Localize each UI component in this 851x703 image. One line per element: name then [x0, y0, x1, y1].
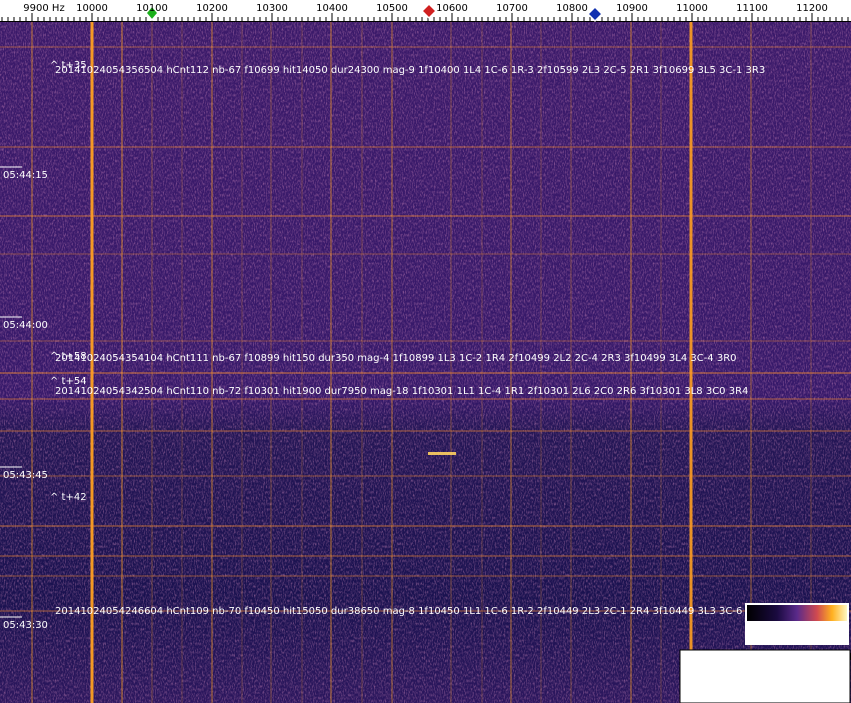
frequency-label: 11200 [796, 3, 828, 14]
streak [630, 22, 632, 703]
band [0, 575, 851, 577]
offset-mark: ^ t+54 [50, 376, 87, 387]
band [0, 340, 851, 342]
band [0, 610, 851, 612]
frequency-label: 10900 [616, 3, 648, 14]
streak [540, 22, 542, 703]
frequency-label: 10500 [376, 3, 408, 14]
band [0, 146, 851, 148]
time-label: 05:44:15 [3, 170, 48, 181]
offset-mark: ^ t+42 [50, 492, 87, 503]
frequency-label: 10600 [436, 3, 468, 14]
streak [181, 22, 183, 703]
blue-marker [586, 5, 604, 23]
detection-line: 20141024054246604 hCnt109 nb-70 f10450 h… [55, 606, 765, 617]
frequency-label: 10800 [556, 3, 588, 14]
band [0, 215, 851, 217]
frequency-label: 10400 [316, 3, 348, 14]
streak [121, 22, 123, 703]
streak [450, 22, 452, 703]
streak [510, 22, 512, 703]
echo [428, 452, 456, 455]
streak [31, 22, 33, 703]
band [0, 525, 851, 527]
band [0, 253, 851, 255]
streak [570, 22, 572, 703]
streak [481, 22, 483, 703]
frequency-label: 10100 [136, 3, 168, 14]
band [0, 430, 851, 432]
streak [689, 22, 693, 703]
info-box [679, 649, 851, 703]
frequency-label: 9900 Hz [23, 3, 64, 14]
frequency-label: 11000 [676, 3, 708, 14]
streak [211, 22, 213, 703]
green-marker [145, 4, 159, 22]
detection-line: 20141024054342504 hCnt110 nb-72 f10301 h… [55, 386, 748, 397]
detection-line: 20141024054356504 hCnt112 nb-67 f10699 h… [55, 65, 765, 76]
markers [145, 2, 604, 23]
red-marker [420, 2, 438, 20]
color-scale-bar [747, 605, 847, 621]
streak [750, 22, 752, 703]
time-label: 05:43:30 [3, 620, 48, 631]
band [0, 555, 851, 557]
streak [90, 22, 94, 703]
time-label: 05:44:00 [3, 320, 48, 331]
streak [301, 22, 303, 703]
streak [660, 22, 662, 703]
band [0, 475, 851, 477]
band [0, 46, 851, 48]
frequency-label: 10000 [76, 3, 108, 14]
streak [361, 22, 363, 703]
waterfall-noise [0, 22, 851, 703]
band [0, 372, 851, 374]
streak [241, 22, 243, 703]
streak [810, 22, 812, 703]
frequency-label: 10200 [196, 3, 228, 14]
streaks [0, 22, 851, 703]
frequency-label: 10300 [256, 3, 288, 14]
streak [270, 22, 272, 703]
streak [151, 22, 153, 703]
frequency-ticks [1, 13, 849, 21]
band [0, 398, 851, 400]
streak [391, 22, 393, 703]
time-label: 05:43:45 [3, 470, 48, 481]
frequency-label: 10700 [496, 3, 528, 14]
offset-mark: ^ t+58 [50, 351, 87, 362]
streak [330, 22, 332, 703]
offset-mark: ^ t+35 [50, 60, 87, 71]
detection-line: 20141024054354104 hCnt111 nb-67 f10899 h… [55, 353, 737, 364]
frequency-label: 11100 [736, 3, 768, 14]
